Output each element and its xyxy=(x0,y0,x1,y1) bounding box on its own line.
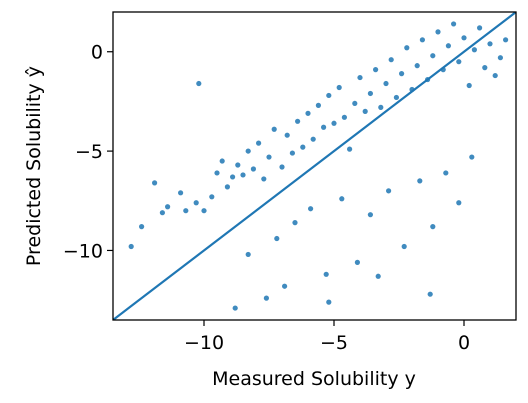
data-point xyxy=(323,271,329,277)
data-point xyxy=(308,206,314,212)
data-point xyxy=(261,176,267,182)
x-axis-ticks: −10 −5 0 xyxy=(184,320,470,354)
data-point xyxy=(336,84,342,91)
scatter-points xyxy=(128,21,509,311)
data-point xyxy=(165,204,171,210)
data-point xyxy=(232,305,238,311)
data-point xyxy=(443,170,449,176)
x-tick-label: 0 xyxy=(458,332,470,354)
data-point xyxy=(456,200,462,206)
data-point xyxy=(503,37,509,43)
data-point xyxy=(152,180,158,186)
data-point xyxy=(378,104,384,110)
data-point xyxy=(339,196,345,202)
data-point xyxy=(295,118,301,124)
data-point xyxy=(282,283,288,289)
data-point xyxy=(357,74,363,81)
data-point xyxy=(279,164,285,170)
data-point xyxy=(289,150,295,156)
y-tick-label: 0 xyxy=(91,42,103,64)
data-point xyxy=(321,124,327,130)
data-point xyxy=(367,90,373,97)
data-point xyxy=(183,208,189,214)
data-point xyxy=(341,114,347,120)
data-point xyxy=(284,132,290,138)
x-tick-label: −5 xyxy=(320,332,348,354)
data-point xyxy=(128,243,134,250)
data-point xyxy=(388,57,394,63)
data-point xyxy=(139,224,145,230)
data-point xyxy=(492,72,498,79)
data-point xyxy=(230,174,236,180)
data-point xyxy=(461,35,467,41)
data-point xyxy=(469,154,475,160)
data-point xyxy=(271,126,277,132)
data-point xyxy=(315,102,321,108)
data-point xyxy=(219,158,225,164)
data-point xyxy=(399,71,405,77)
data-point xyxy=(482,65,488,71)
data-point xyxy=(419,37,425,43)
y-axis-label: Predicted Solubility ŷ xyxy=(23,66,45,266)
data-point xyxy=(305,110,311,116)
data-point xyxy=(245,251,251,258)
data-point xyxy=(383,80,389,87)
data-point xyxy=(471,47,477,53)
data-point xyxy=(178,190,184,196)
data-point xyxy=(430,53,436,59)
data-point xyxy=(201,208,207,214)
data-point xyxy=(451,21,457,27)
y-axis-ticks: 0 −5 −10 xyxy=(63,42,113,262)
data-point xyxy=(326,299,332,305)
data-point xyxy=(209,194,215,200)
data-point xyxy=(386,188,392,194)
data-point xyxy=(367,212,373,218)
data-point xyxy=(310,136,316,142)
data-point xyxy=(159,210,165,216)
data-point xyxy=(477,25,483,31)
x-axis-label: Measured Solubility y xyxy=(212,368,416,390)
data-point xyxy=(263,295,269,301)
data-point xyxy=(352,100,358,107)
data-point xyxy=(235,162,241,168)
data-point xyxy=(250,166,256,172)
data-point xyxy=(193,200,199,206)
data-point xyxy=(274,235,280,242)
data-point xyxy=(266,154,272,160)
identity-reference-line xyxy=(113,12,516,320)
data-point xyxy=(245,148,251,154)
data-point xyxy=(445,43,451,49)
y-tick-label: −10 xyxy=(63,240,103,262)
data-point xyxy=(224,184,230,190)
data-point xyxy=(393,94,399,101)
data-point xyxy=(404,45,410,51)
data-point xyxy=(256,140,262,146)
data-point xyxy=(362,108,368,114)
data-point xyxy=(375,273,381,279)
data-point xyxy=(414,63,420,69)
data-point xyxy=(292,220,298,226)
data-point xyxy=(196,80,202,87)
data-point xyxy=(331,120,337,126)
plot-frame xyxy=(112,11,517,321)
data-point xyxy=(430,224,436,230)
data-point xyxy=(240,172,246,178)
data-point xyxy=(401,243,407,250)
data-point xyxy=(466,82,472,89)
data-point xyxy=(435,29,441,35)
data-point xyxy=(456,59,462,65)
data-point xyxy=(300,144,306,150)
data-point xyxy=(354,259,360,265)
data-point xyxy=(427,291,433,297)
data-point xyxy=(487,41,493,47)
data-point xyxy=(497,55,503,61)
data-point xyxy=(326,92,332,99)
data-point xyxy=(417,178,423,184)
data-point xyxy=(373,67,379,73)
x-tick-label: −10 xyxy=(184,332,224,354)
y-tick-label: −5 xyxy=(75,141,103,163)
data-point xyxy=(347,146,353,152)
data-point xyxy=(214,170,220,176)
